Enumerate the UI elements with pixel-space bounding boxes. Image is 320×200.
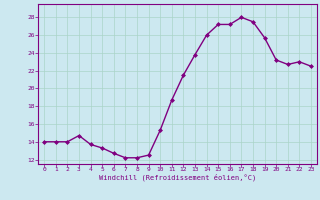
X-axis label: Windchill (Refroidissement éolien,°C): Windchill (Refroidissement éolien,°C) [99, 174, 256, 181]
